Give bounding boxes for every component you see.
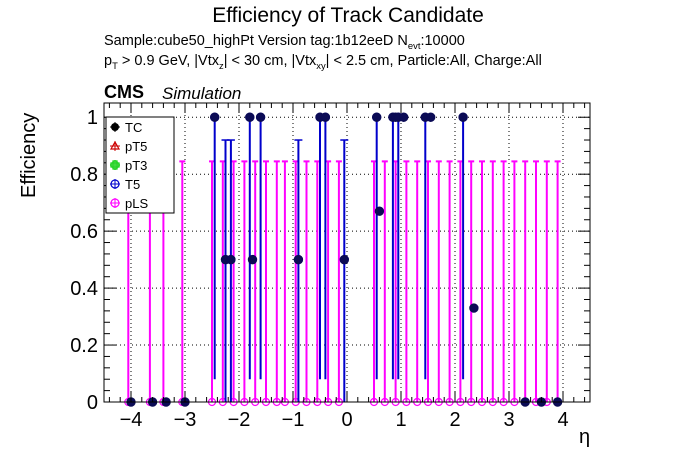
x-tick-label: 4 — [557, 409, 568, 431]
tc-point — [426, 112, 436, 122]
y-tick-label: 0.2 — [70, 335, 98, 357]
tc-point — [469, 303, 479, 313]
sample-info-tail: :10000 — [420, 33, 465, 49]
cuts-b: | < 30 cm, |Vtx — [223, 53, 317, 69]
y-tick-label: 0.4 — [70, 278, 98, 300]
x-tick-label: −2 — [228, 409, 251, 431]
y-tick-label: 1 — [87, 107, 98, 129]
sample-info: Sample:cube50_highPt Version tag:1b12eeD… — [104, 33, 465, 51]
tc-point — [320, 112, 331, 122]
x-tick-label: −1 — [282, 409, 305, 431]
legend-marker — [111, 123, 119, 131]
sample-info-text: Sample:cube50_highPt Version tag:1b12eeD… — [104, 33, 408, 49]
legend-label: TC — [125, 120, 142, 135]
legend-label: pT5 — [125, 139, 147, 154]
legend-label: pLS — [125, 196, 148, 211]
x-tick-label: 3 — [503, 409, 514, 431]
cms-label: CMS — [104, 82, 144, 102]
legend-label: T5 — [125, 177, 140, 192]
x-axis-label: η — [579, 426, 591, 448]
grid — [104, 103, 590, 403]
simulation-label: Simulation — [162, 84, 242, 103]
tc-point — [245, 112, 255, 122]
cuts-b-sub: xy — [316, 59, 326, 71]
cuts-c: | < 2.5 cm, Particle:All, Charge:All — [325, 53, 542, 69]
tc-point — [374, 206, 385, 216]
tc-point — [210, 112, 220, 122]
tc-point — [339, 254, 349, 265]
legend-marker — [110, 179, 120, 189]
cuts-info: pT > 0.9 GeV, |Vtxz| < 30 cm, |Vtxxy| < … — [104, 53, 542, 71]
legend-marker — [110, 198, 120, 208]
axis-ticks: −4 −3 −2 −1 0 1 2 3 4 0 0.2 0.4 0.6 0.8 1 — [70, 103, 590, 431]
tc-point — [399, 112, 409, 122]
x-tick-label: −4 — [120, 409, 143, 431]
legend-label: pT3 — [125, 158, 147, 173]
cuts-p-sub: T — [112, 59, 118, 71]
tc-point — [458, 112, 468, 122]
cuts-p: p — [104, 53, 113, 69]
cuts-a: > 0.9 GeV, |Vtx — [117, 53, 219, 69]
y-tick-label: 0.8 — [70, 164, 98, 186]
y-tick-label: 0 — [87, 392, 98, 414]
tc-point — [247, 254, 258, 265]
x-tick-label: 2 — [449, 409, 460, 431]
x-tick-label: −3 — [174, 409, 197, 431]
legend-marker-v — [112, 160, 118, 170]
sample-info-sub: evt — [407, 39, 421, 51]
tc-point — [226, 254, 236, 265]
legend-marker — [110, 162, 120, 168]
cuts-a-sub: z — [219, 59, 224, 71]
legend-marker — [109, 140, 121, 150]
data-marks — [124, 112, 563, 407]
y-tick-label: 0.6 — [70, 221, 98, 243]
legend: TC pT5 pT3 T5 pLS — [105, 116, 175, 214]
tc-point — [372, 112, 382, 122]
chart-title: Efficiency of Track Candidate — [212, 4, 484, 27]
tc-point — [255, 112, 266, 122]
x-tick-label: 1 — [395, 409, 406, 431]
tc-point — [293, 254, 304, 265]
x-tick-label: 0 — [341, 409, 352, 431]
